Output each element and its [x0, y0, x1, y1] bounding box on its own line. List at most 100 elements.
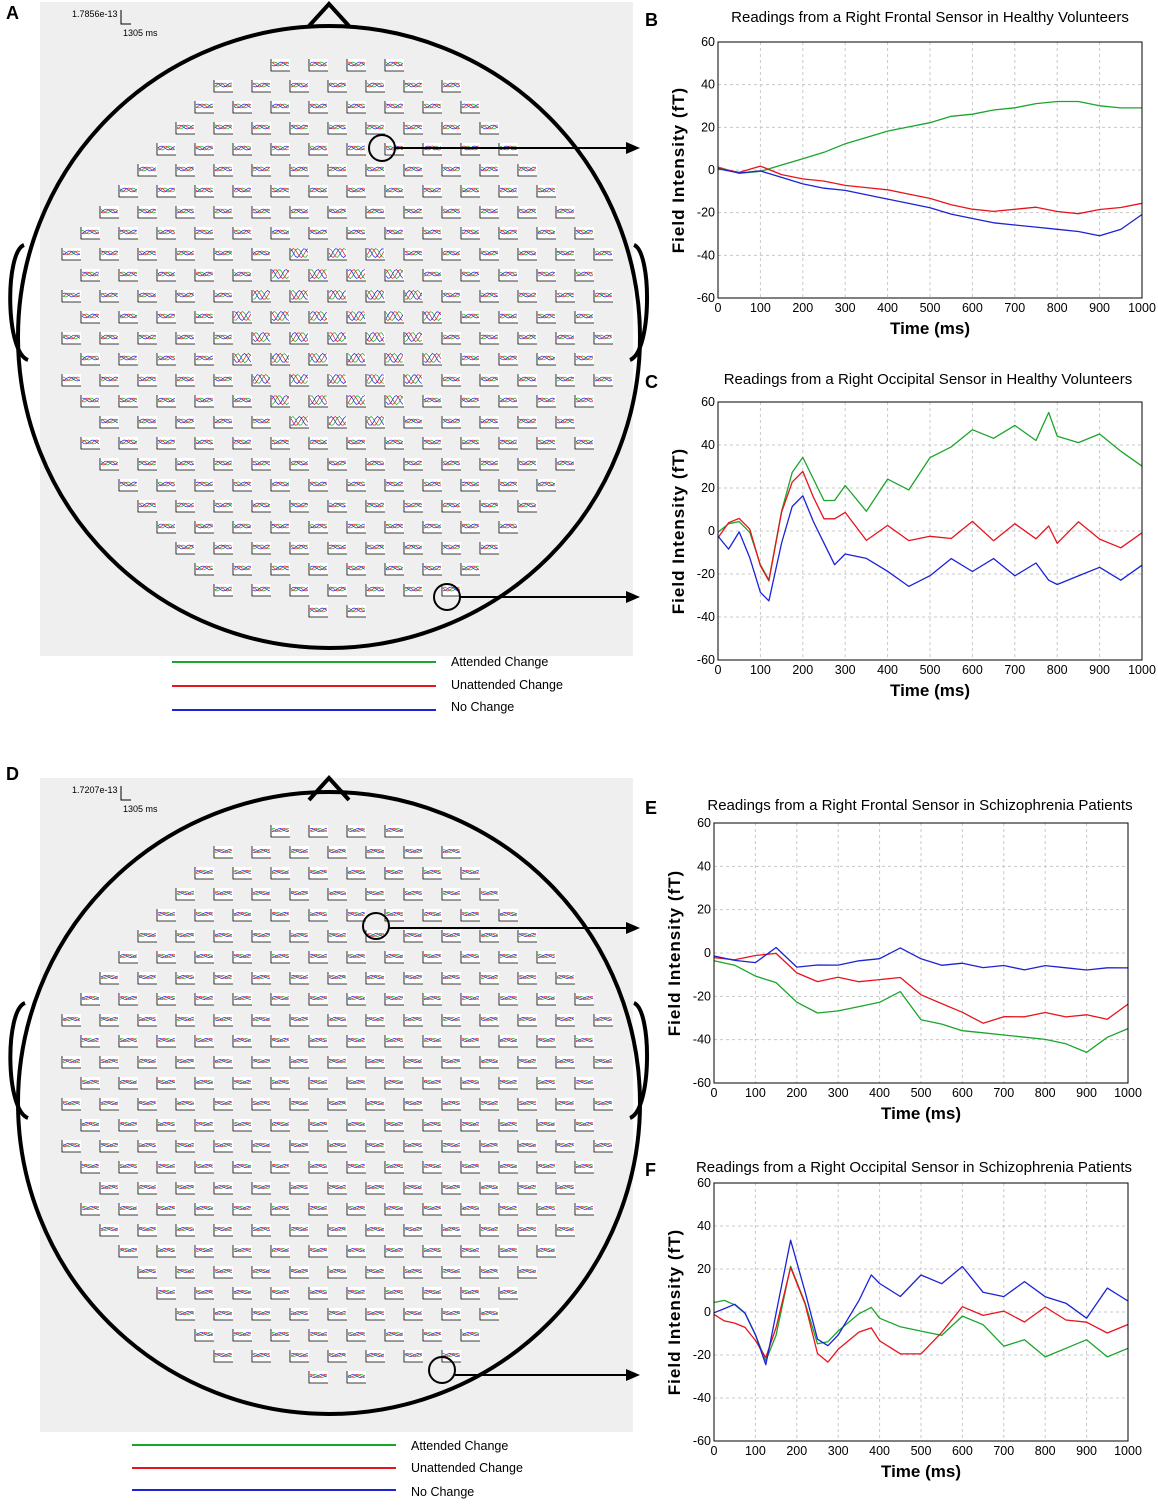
sensor-glyph: [403, 1224, 423, 1237]
y-axis-label: Field Intensity (fT): [669, 87, 688, 253]
sensor-trace: [423, 103, 442, 109]
sensor-axes: [555, 374, 575, 387]
sensor-trace: [195, 912, 213, 916]
sensor-glyph: [194, 1329, 214, 1342]
sensor-glyph: [574, 1119, 594, 1132]
sensor-trace: [423, 912, 441, 916]
sensor-glyph-bg: [195, 227, 214, 239]
sensor-trace: [366, 166, 385, 172]
sensor-trace: [176, 1185, 194, 1189]
sensor-trace: [271, 311, 290, 321]
sensor-trace: [518, 1269, 536, 1273]
sensor-trace: [366, 1017, 384, 1021]
sensor-trace: [423, 912, 441, 916]
y-tick-label: 20: [697, 903, 711, 917]
sensor-axes: [175, 374, 195, 387]
sensor-glyph: [536, 993, 556, 1006]
sensor-trace: [575, 1080, 593, 1084]
sensor-trace: [157, 145, 175, 151]
sensor-axes: [137, 930, 157, 943]
sensor-glyph-bg: [404, 164, 423, 176]
sensor-trace: [594, 1017, 612, 1021]
sensor-trace: [442, 502, 461, 508]
sensor-glyph: [175, 374, 195, 387]
sensor-glyph: [384, 867, 404, 880]
sensor-axes: [365, 122, 385, 135]
sensor-trace: [461, 1080, 479, 1084]
sensor-trace: [499, 355, 518, 361]
sensor-glyph: [422, 1035, 442, 1048]
sensor-trace: [575, 355, 593, 361]
sensor-trace: [233, 523, 252, 529]
sensor-axes: [555, 972, 575, 985]
sensor-trace: [214, 124, 233, 130]
panel-letter-a: A: [6, 3, 19, 23]
sensor-axes: [156, 143, 176, 156]
sensor-glyph: [270, 227, 290, 240]
sensor-trace: [404, 586, 422, 592]
sensor-glyph: [289, 1350, 309, 1363]
sensor-trace: [119, 1206, 137, 1210]
sensor-glyph: [308, 101, 328, 114]
sensor-glyph: [80, 437, 100, 450]
sensor-trace: [499, 1038, 517, 1042]
sensor-trace: [480, 544, 498, 550]
sensor-axes: [441, 122, 461, 135]
sensor-trace: [271, 1122, 289, 1126]
sensor-trace: [518, 1101, 536, 1105]
sensor-trace: [81, 439, 100, 445]
sensor-trace: [328, 124, 347, 130]
sensor-trace: [556, 376, 574, 382]
sensor-trace: [442, 208, 460, 214]
sensor-trace: [423, 996, 441, 1000]
sensor-trace: [290, 849, 308, 853]
sensor-glyph: [156, 395, 176, 408]
sensor-trace: [328, 1143, 346, 1147]
sensor-trace: [442, 1143, 460, 1147]
sensor-trace: [328, 975, 346, 979]
sensor-glyph-bg: [556, 1140, 575, 1152]
sensor-axes: [441, 1014, 461, 1027]
sensor-trace: [404, 1101, 422, 1105]
sensor-glyph: [213, 1098, 233, 1111]
sensor-glyph: [498, 437, 518, 450]
sensor-axes: [517, 290, 537, 303]
sensor-trace: [556, 1143, 574, 1147]
sensor-axes: [213, 416, 233, 429]
sensor-trace: [575, 1206, 593, 1210]
sensor-glyph: [498, 951, 518, 964]
sensor-trace: [176, 334, 194, 340]
sensor-axes: [517, 1140, 537, 1153]
sensor-glyph: [232, 1035, 252, 1048]
sensor-glyph: [289, 458, 309, 471]
sensor-trace: [309, 353, 328, 363]
sensor-axes: [555, 290, 575, 303]
sensor-axes: [384, 825, 404, 838]
sensor-trace: [233, 481, 251, 487]
sensor-axes: [213, 888, 233, 901]
sensor-glyph: [422, 479, 442, 492]
sensor-axes: [441, 1140, 461, 1153]
sensor-trace: [271, 870, 289, 874]
sensor-glyph: [194, 1161, 214, 1174]
sensor-glyph-bg: [575, 269, 594, 281]
sensor-axes: [498, 951, 518, 964]
sensor-trace: [518, 250, 537, 256]
sensor-glyph: [232, 563, 252, 576]
sensor-trace: [537, 1038, 555, 1042]
sensor-trace: [138, 1101, 156, 1105]
sensor-glyph: [251, 122, 271, 135]
sensor-axes: [441, 332, 461, 345]
sensor-trace: [157, 439, 175, 445]
sensor-trace: [233, 397, 252, 403]
sensor-glyph-bg: [252, 1350, 271, 1362]
sensor-trace: [157, 313, 175, 319]
sensor-glyph: [232, 1245, 252, 1258]
sensor-glyph-bg: [290, 1140, 309, 1152]
sensor-glyph: [327, 846, 347, 859]
sensor-trace: [328, 1353, 346, 1357]
sensor-axes: [479, 1056, 499, 1069]
sensor-trace: [195, 271, 214, 277]
sensor-trace: [442, 975, 460, 979]
sensor-glyph: [346, 1035, 366, 1048]
